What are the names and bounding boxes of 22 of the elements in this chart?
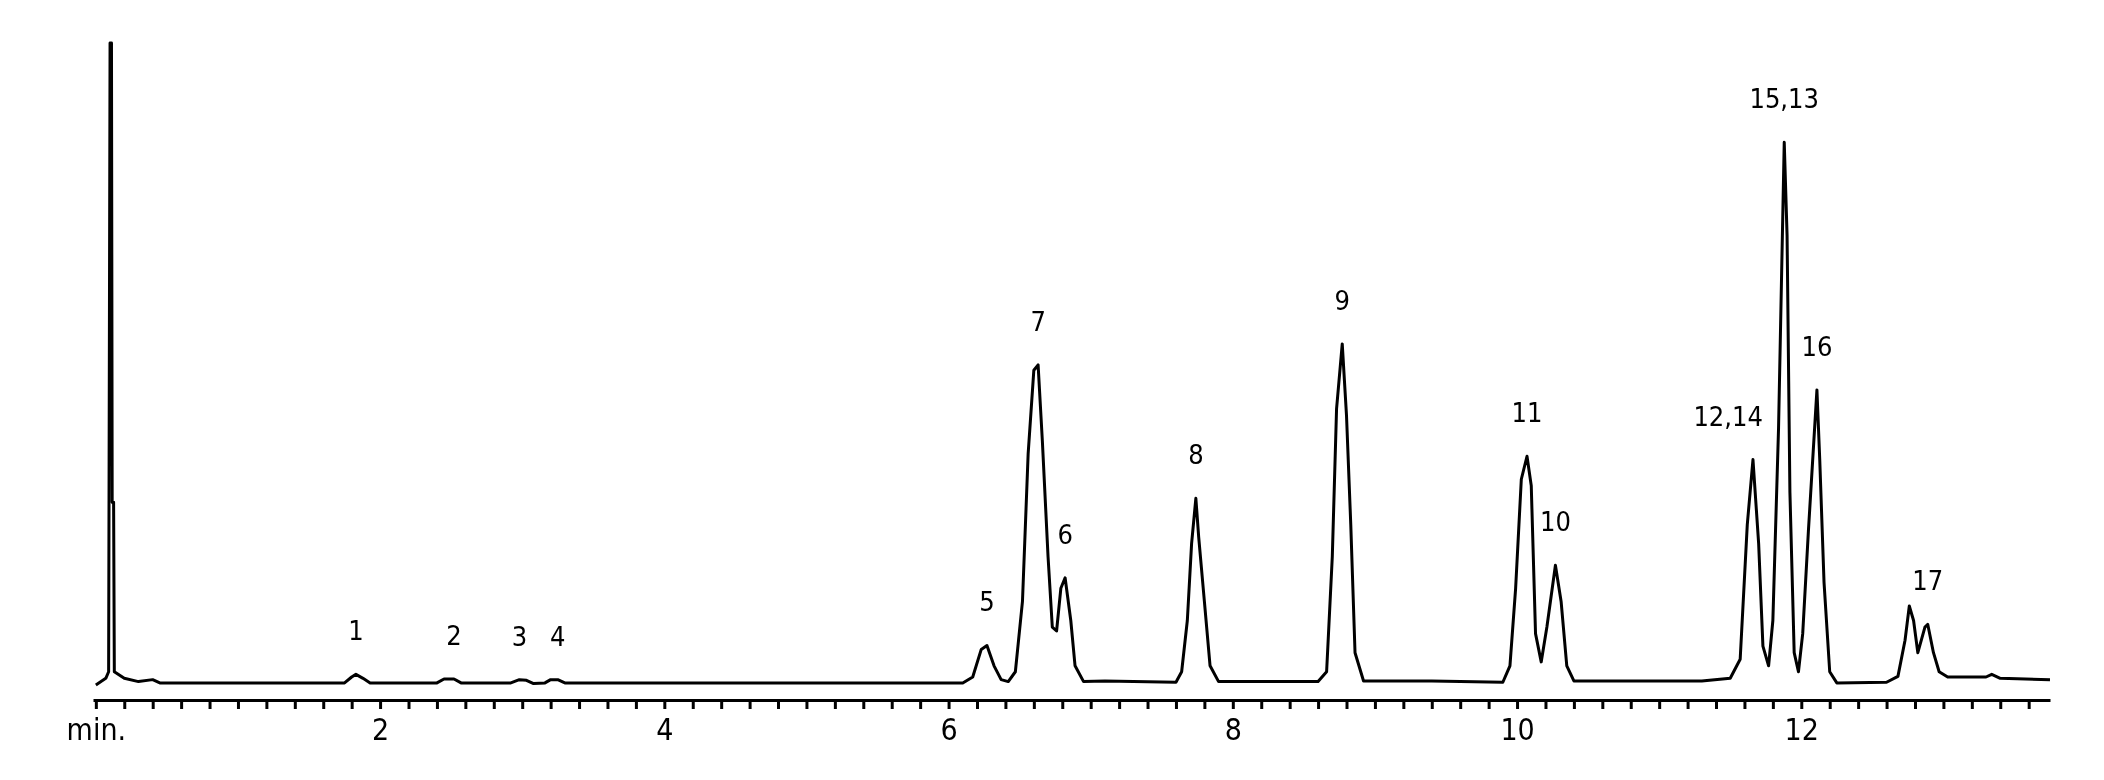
annotation: 3 [511,620,528,652]
annotation: 17 [1912,565,1944,597]
annotation: 2 [446,619,462,651]
x-tick-label: 12 [1784,712,1819,748]
x-tick-label: 8 [1224,712,1242,748]
annotation: 1 [348,615,364,647]
x-tick-label: 10 [1500,712,1535,748]
x-tick-label: 4 [656,712,674,748]
annotation: 7 [1030,305,1046,337]
annotation: 10 [1539,506,1571,538]
annotation: 15,13 [1749,83,1819,115]
annotation: 9 [1334,284,1350,316]
annotation: 12,14 [1693,400,1763,432]
annotation: 8 [1188,439,1204,471]
annotation: 6 [1057,518,1073,550]
annotation: 16 [1801,330,1833,362]
x-tick-label: 2 [372,712,390,748]
annotation: 5 [979,586,995,618]
x-tick-label: 6 [940,712,958,748]
annotation: 4 [550,620,566,652]
annotation: 11 [1511,397,1543,429]
x-tick-label: min. [66,712,127,748]
